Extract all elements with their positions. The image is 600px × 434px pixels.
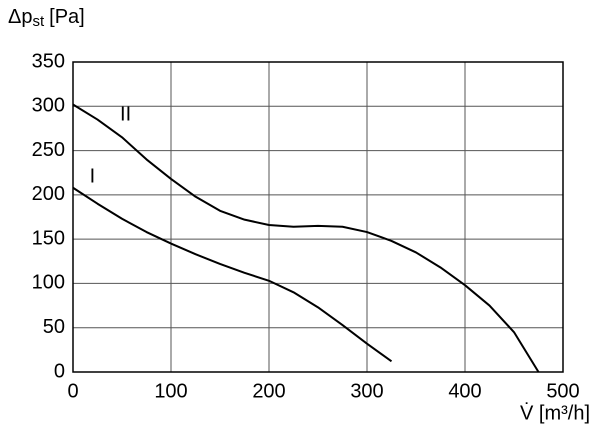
x-tick-label: 100 [154,380,187,402]
curve-label: I [90,165,96,187]
plot-frame [72,61,564,373]
y-tick-label: 150 [32,227,65,249]
y-label-main: Δp [8,6,32,28]
curve-label: II [120,103,131,125]
y-tick-label: 50 [43,316,65,338]
y-tick-label: 0 [54,360,65,382]
y-axis-label: Δpst [Pa] [8,6,85,30]
x-tick-label: 300 [350,380,383,402]
curve [72,186,393,363]
y-label-unit: [Pa] [49,6,85,28]
x-tick-label: 400 [448,380,481,402]
y-tick-label: 100 [32,272,65,294]
x-axis-label: V̇ [m³/h] [520,402,590,424]
curve [72,103,540,373]
y-label-sub: st [32,13,45,30]
y-tick-label: 250 [32,139,65,161]
y-tick-label: 200 [32,183,65,205]
y-tick-label: 350 [32,50,65,72]
x-tick-label: 500 [546,380,579,402]
y-tick-label: 300 [32,95,65,117]
x-tick-label: 0 [67,380,78,402]
x-tick-label: 200 [252,380,285,402]
